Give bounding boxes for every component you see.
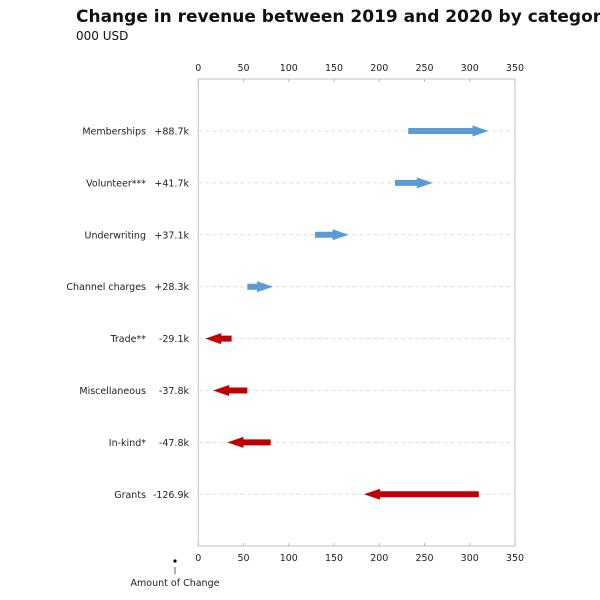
x-tick-label-bottom: 300 [461, 553, 479, 564]
change-arrow [315, 229, 349, 241]
x-tick-label-top: 50 [237, 63, 249, 74]
x-tick-label-bottom: 350 [506, 553, 524, 564]
change-label: +28.3k [154, 282, 189, 293]
change-label: -126.9k [153, 490, 190, 501]
change-arrow [247, 281, 273, 293]
x-tick-label-top: 250 [415, 63, 433, 74]
x-tick-label-top: 200 [370, 63, 388, 74]
category-label: Grants [114, 490, 146, 501]
change-label: +88.7k [154, 127, 189, 138]
category-label: Miscellaneous [79, 386, 146, 397]
change-arrow [363, 488, 479, 500]
change-label: +41.7k [154, 178, 189, 189]
category-label: Channel charges [66, 282, 146, 293]
change-label: -37.8k [159, 386, 190, 397]
change-arrow [205, 333, 232, 345]
change-label: -29.1k [159, 334, 190, 345]
category-label: Trade** [109, 334, 146, 345]
x-tick-label-bottom: 250 [415, 553, 433, 564]
x-tick-label-top: 150 [325, 63, 343, 74]
chart-subtitle: 000 USD [76, 29, 128, 43]
chart-title: Change in revenue between 2019 and 2020 … [76, 7, 600, 27]
legend-label: Amount of Change [131, 578, 220, 589]
category-label: Volunteer*** [86, 178, 146, 189]
change-arrow [227, 436, 271, 448]
x-tick-label-bottom: 50 [237, 553, 249, 564]
change-arrow [395, 177, 433, 189]
x-tick-label-bottom: 200 [370, 553, 388, 564]
x-tick-label-bottom: 150 [325, 553, 343, 564]
x-tick-label-bottom: 0 [195, 553, 201, 564]
category-label: Memberships [82, 127, 146, 138]
change-label: -47.8k [159, 438, 190, 449]
x-tick-label-top: 0 [195, 63, 201, 74]
x-tick-label-top: 100 [280, 63, 298, 74]
legend: Amount of Change [131, 559, 220, 589]
category-label: Underwriting [85, 230, 147, 241]
change-arrow [213, 385, 248, 396]
x-tick-label-bottom: 100 [280, 553, 298, 564]
x-tick-label-top: 300 [461, 63, 479, 74]
change-arrow [408, 125, 489, 137]
change-label: +37.1k [154, 230, 189, 241]
legend-dot-icon [173, 559, 177, 563]
category-label: In-kind* [109, 438, 146, 449]
x-tick-label-top: 350 [506, 63, 524, 74]
